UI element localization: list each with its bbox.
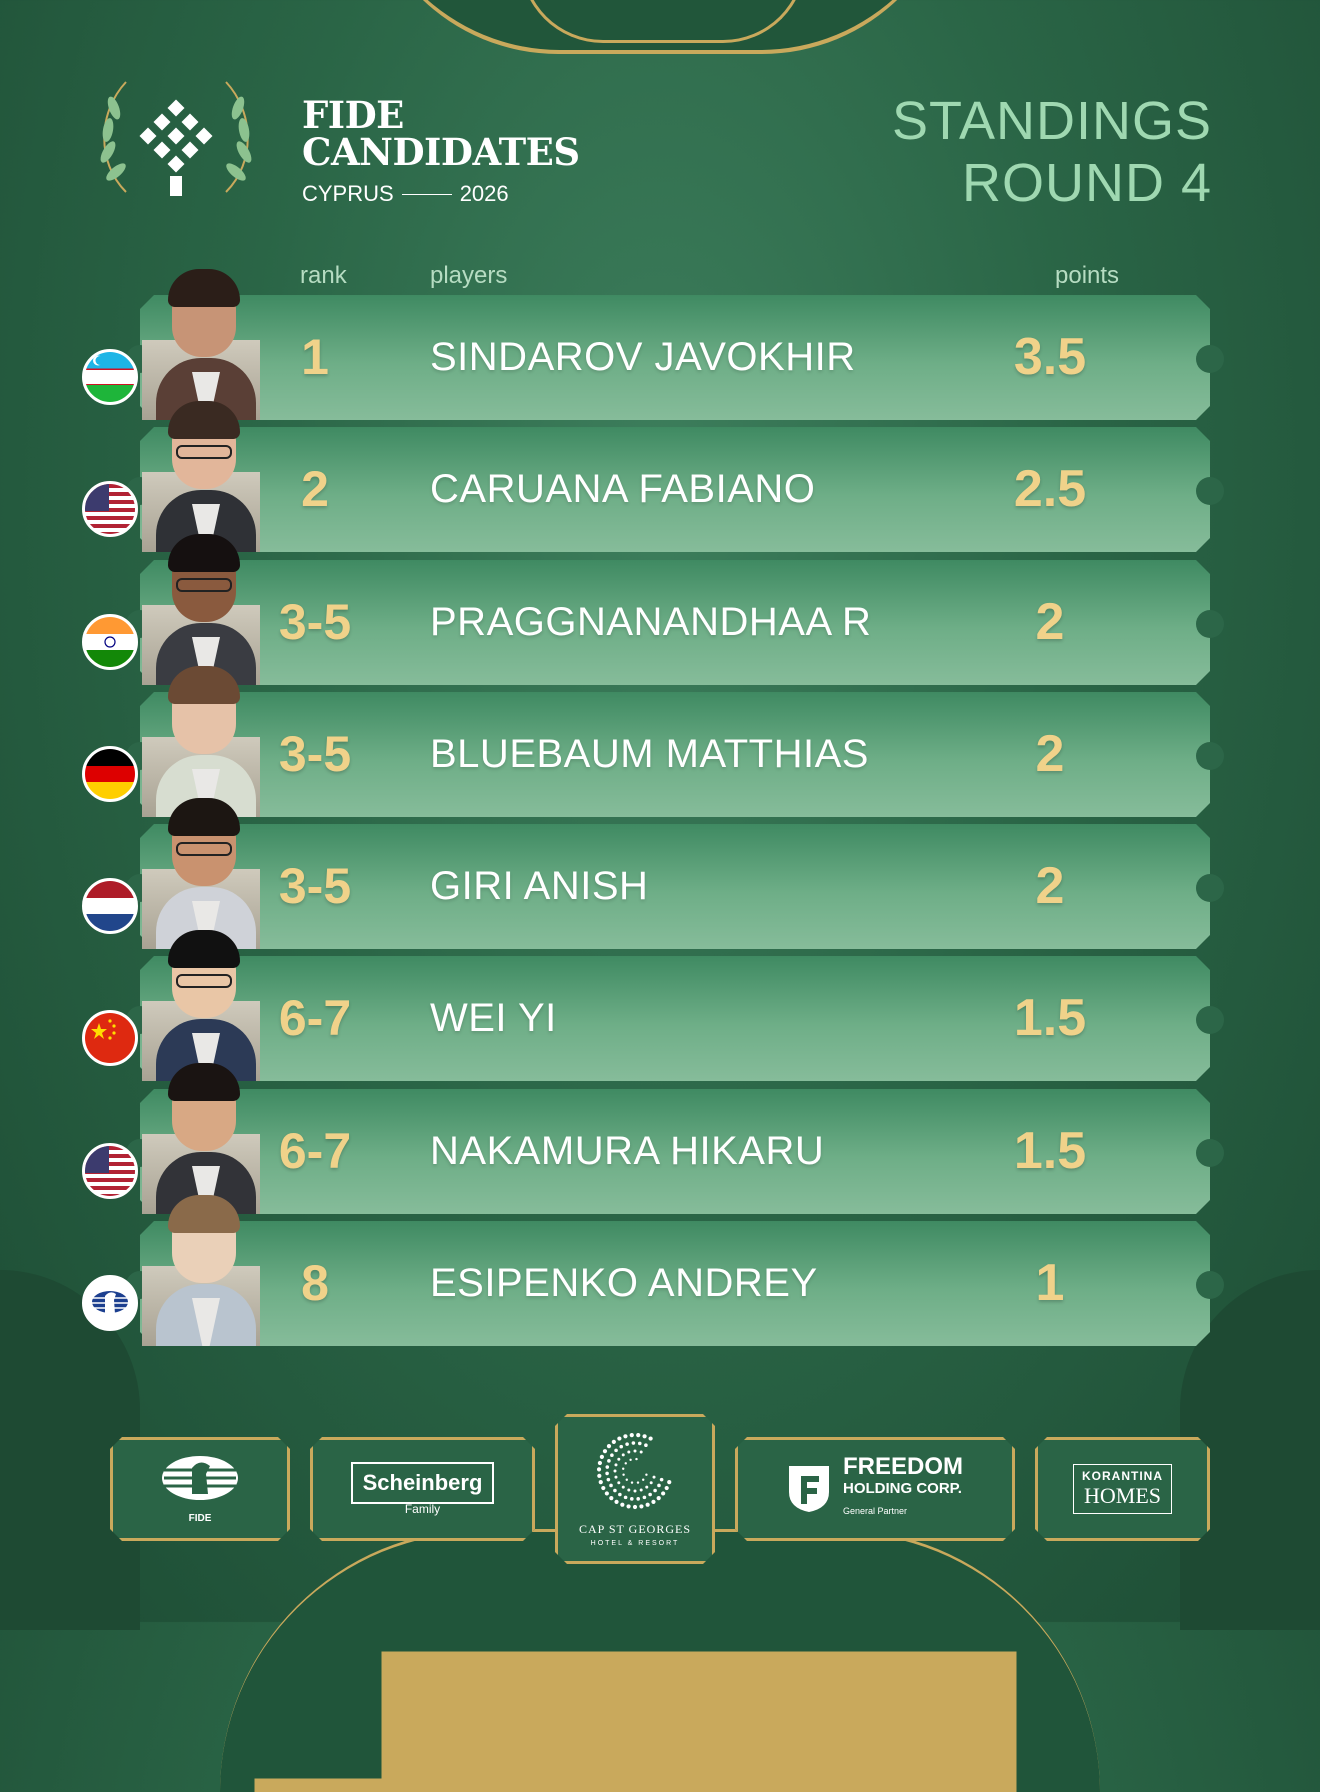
standings-row: 8 ESIPENKO ANDREY 1: [82, 1195, 1224, 1346]
cap-st-georges-logo-icon: [595, 1431, 675, 1511]
player-rank: 8: [301, 1255, 329, 1311]
row-notch-right: [1196, 345, 1224, 373]
cap-sub: HOTEL & RESORT: [590, 1540, 680, 1547]
standings-row: 6-7 WEI YI 1.5: [82, 930, 1224, 1081]
player-points: 1: [1035, 1254, 1065, 1312]
freedom-line-1: FREEDOM: [843, 1453, 963, 1480]
scheinberg-name: Scheinberg: [351, 1462, 495, 1504]
row-panel: [140, 560, 1210, 685]
row-notch-right: [1196, 1006, 1224, 1034]
player-rank: 2: [301, 461, 329, 517]
china-flag-icon: [82, 1010, 138, 1066]
standings-row: 3-5 BLUEBAUM MATTHIAS 2: [82, 666, 1224, 817]
player-name: PRAGGNANANDHAA R: [430, 600, 872, 644]
freedom-shield-icon: [787, 1464, 831, 1514]
player-name: CARUANA FABIANO: [430, 467, 816, 511]
player-rank: 3-5: [278, 594, 352, 650]
row-panel: [140, 824, 1210, 949]
row-panel: [140, 1221, 1210, 1346]
standings-row: 3-5 GIRI ANISH 2: [82, 798, 1224, 949]
cap-name: CAP ST GEORGES: [578, 1522, 692, 1536]
player-points: 3.5: [1013, 328, 1087, 386]
player-points: 1.5: [1013, 989, 1087, 1047]
player-name: GIRI ANISH: [430, 864, 649, 908]
player-name: SINDAROV JAVOKHIR: [430, 335, 856, 379]
player-rank: 6-7: [278, 1123, 352, 1179]
standings-row: 3-5 PRAGGNANANDHAA R 2: [82, 534, 1224, 685]
row-panel: [140, 692, 1210, 817]
sponsor-korantina-homes[interactable]: KORANTINA HOMES: [1035, 1437, 1210, 1541]
india-flag-icon: [82, 614, 138, 670]
player-photo: [142, 1189, 260, 1346]
fide-flag-icon: [82, 1275, 138, 1331]
title-line-1: STANDINGS: [891, 91, 1212, 151]
standings-row: 2 CARUANA FABIANO 2.5: [82, 401, 1224, 552]
row-notch-right: [1196, 742, 1224, 770]
row-panel: [140, 956, 1210, 1081]
uzbekistan-flag-icon: [82, 349, 138, 405]
column-header-points: points: [1055, 262, 1120, 289]
row-panel: [140, 1089, 1210, 1214]
brand-location: CYPRUS: [302, 181, 394, 206]
row-panel: [140, 427, 1210, 552]
fide-label: FIDE: [188, 1513, 212, 1524]
freedom-line-3: General Partner: [843, 1506, 908, 1516]
fide-logo-icon: [160, 1454, 240, 1508]
scheinberg-sub: Family: [404, 1502, 441, 1516]
brand-dash: [401, 193, 452, 195]
player-name: WEI YI: [430, 996, 557, 1040]
brand-line-2: CANDIDATES: [302, 130, 580, 174]
usa-flag-icon: [82, 1143, 138, 1199]
player-name: BLUEBAUM MATTHIAS: [430, 732, 869, 776]
sponsor-fide[interactable]: FIDE: [110, 1437, 290, 1541]
brand-subtitle: CYPRUS 2026: [302, 181, 580, 207]
sponsor-freedom-holding[interactable]: FREEDOM HOLDING CORP. General Partner: [735, 1437, 1015, 1541]
brand-line-1: FIDE: [302, 93, 404, 137]
row-panel: [140, 295, 1210, 420]
brand-year: 2026: [459, 181, 509, 206]
bottom-decoration: [220, 1529, 1100, 1792]
player-points: 1.5: [1013, 1122, 1087, 1180]
sponsor-scheinberg[interactable]: Scheinberg Family: [310, 1437, 535, 1541]
player-points: 2: [1035, 593, 1065, 651]
row-notch-right: [1196, 874, 1224, 902]
germany-flag-icon: [82, 746, 138, 802]
row-notch-right: [1196, 1271, 1224, 1299]
standings-row: 6-7 NAKAMURA HIKARU 1.5: [82, 1063, 1224, 1214]
korantina-line-1: KORANTINA: [1082, 1469, 1163, 1483]
column-header-players: players: [430, 262, 508, 289]
player-rank: 1: [301, 329, 329, 385]
korantina-line-2: HOMES: [1083, 1483, 1161, 1508]
player-rank: 3-5: [278, 726, 352, 782]
row-notch-right: [1196, 1139, 1224, 1167]
usa-flag-icon: [82, 481, 138, 537]
column-header-rank: rank: [300, 262, 347, 289]
row-notch-right: [1196, 610, 1224, 638]
row-notch-right: [1196, 477, 1224, 505]
freedom-line-2: HOLDING CORP.: [843, 1480, 962, 1497]
player-name: NAKAMURA HIKARU: [430, 1129, 825, 1173]
player-points: 2.5: [1013, 460, 1087, 518]
player-rank: 3-5: [278, 858, 352, 914]
player-rank: 6-7: [278, 990, 352, 1046]
player-points: 2: [1035, 857, 1065, 915]
brand-title: FIDE CANDIDATES CYPRUS 2026: [302, 97, 580, 207]
page-title: STANDINGS ROUND 4: [892, 90, 1212, 214]
sponsor-cap-st-georges[interactable]: CAP ST GEORGES HOTEL & RESORT: [555, 1414, 715, 1564]
candidates-laurel-logo-icon: [86, 72, 266, 212]
player-points: 2: [1035, 725, 1065, 783]
title-line-2: ROUND 4: [961, 153, 1212, 213]
player-name: ESIPENKO ANDREY: [430, 1261, 818, 1305]
standings-row: 1 SINDAROV JAVOKHIR 3.5: [82, 269, 1224, 420]
netherlands-flag-icon: [82, 878, 138, 934]
